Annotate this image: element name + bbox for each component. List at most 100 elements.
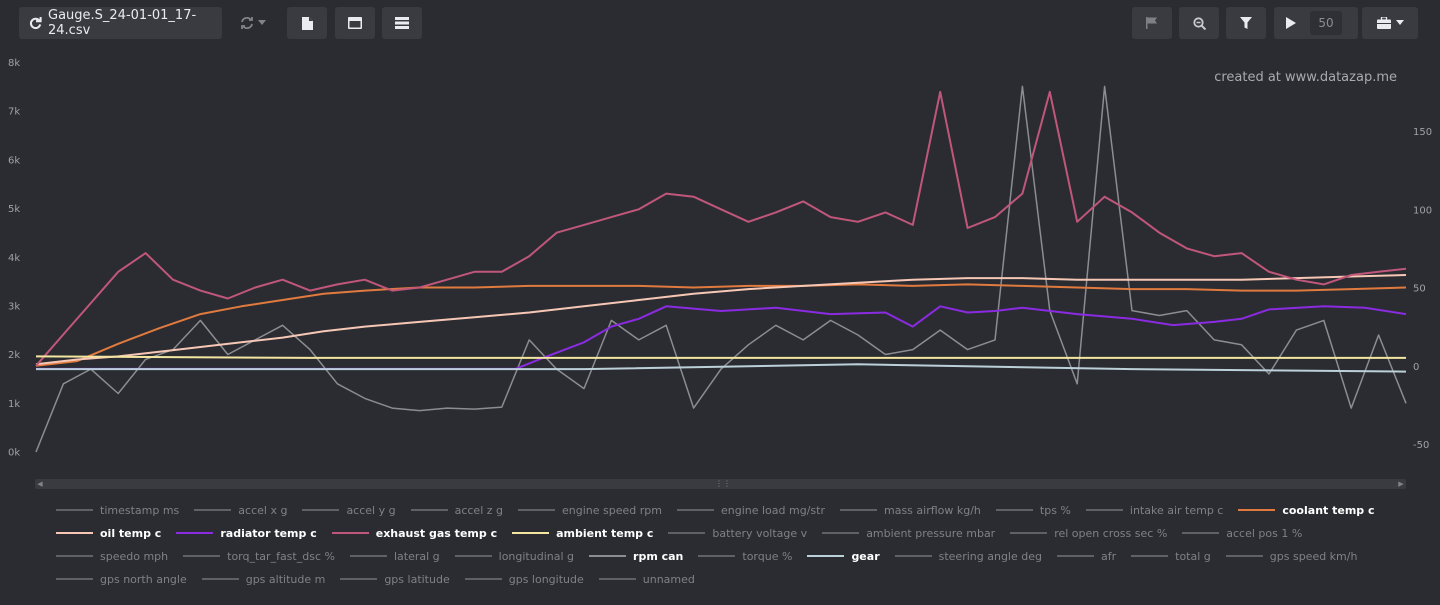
legend-item[interactable]: total g	[1131, 548, 1211, 564]
legend-item[interactable]: ambient temp c	[512, 525, 653, 541]
legend-label: exhaust gas temp c	[375, 526, 498, 540]
play-icon[interactable]	[1286, 17, 1296, 29]
series-line-ambient-temp-c[interactable]	[35, 355, 1406, 359]
right-axis-tick-label: -50	[1413, 440, 1429, 451]
legend-item[interactable]: unnamed	[598, 571, 695, 587]
sync-icon	[241, 17, 253, 29]
legend-item[interactable]: accel z g	[410, 502, 503, 518]
legend-item[interactable]: gps altitude m	[201, 571, 326, 587]
marker-button[interactable]	[1132, 7, 1172, 39]
left-axis-tick-label: 7k	[8, 107, 20, 118]
legend-item[interactable]: lateral g	[349, 548, 440, 564]
legend-item[interactable]: steering angle deg	[894, 548, 1042, 564]
legend-item[interactable]: speedo mph	[56, 548, 168, 564]
scroll-left-arrow-icon[interactable]: ◀	[37, 480, 43, 488]
legend-swatch	[56, 509, 93, 511]
legend-item[interactable]: gps north angle	[56, 571, 187, 587]
legend-label: steering angle deg	[938, 549, 1042, 563]
legend-item[interactable]: rel open cross sec %	[1010, 525, 1167, 541]
line-chart[interactable]: 8k 7k 6k 5k 4k 3k 2k 1k 0k 150 100 50 0 -50 created …	[0, 46, 1440, 482]
left-axis-tick-label: 0k	[8, 448, 20, 459]
series-line-exhaust-gas-temp-c[interactable]	[35, 90, 1407, 367]
series-layer	[35, 85, 1407, 453]
sync-dropdown-button[interactable]	[228, 7, 278, 39]
legend-swatch	[1010, 532, 1048, 534]
legend-item[interactable]: gps longitude	[464, 571, 584, 587]
chart-area[interactable]: 8k 7k 6k 5k 4k 3k 2k 1k 0k 150 100 50 0 -50 created …	[0, 46, 1440, 482]
left-axis-tick-label: 5k	[8, 204, 20, 215]
legend-item[interactable]: tps %	[995, 502, 1071, 518]
legend-label: gps longitude	[508, 572, 584, 586]
legend-item[interactable]: mass airflow kg/h	[839, 502, 981, 518]
scroll-right-arrow-icon[interactable]: ▶	[1398, 480, 1404, 488]
legend-swatch	[822, 532, 860, 534]
toolbar: Gauge.S_24-01-01_17-24.csv 50	[0, 0, 1440, 46]
legend-item[interactable]: oil temp c	[56, 525, 161, 541]
timeline-scrollbar[interactable]: ◀ ⋮⋮ ▶	[35, 479, 1406, 489]
left-axis-tick-label: 4k	[8, 253, 20, 264]
series-legend: timestamp ms accel x g accel y g accel z g e…	[56, 502, 1440, 587]
legend-label: radiator temp c	[220, 526, 317, 540]
legend-item[interactable]: ambient pressure mbar	[822, 525, 995, 541]
multi-panel-button[interactable]	[382, 7, 422, 39]
legend-label: accel pos 1 %	[1226, 526, 1303, 540]
tools-dropdown-button[interactable]	[1362, 7, 1418, 39]
legend-swatch	[512, 532, 550, 534]
legend-item[interactable]: engine speed rpm	[518, 502, 662, 518]
legend-item[interactable]: timestamp ms	[56, 502, 179, 518]
legend-label: torq_tar_fast_dsc %	[227, 549, 335, 563]
legend-item[interactable]: exhaust gas temp c	[331, 525, 498, 541]
legend-swatch	[698, 555, 736, 557]
legend-item[interactable]: engine load mg/str	[676, 502, 825, 518]
watermark: created at www.datazap.me	[1214, 70, 1397, 85]
legend-item[interactable]: torq_tar_fast_dsc %	[183, 548, 335, 564]
legend-label: battery voltage v	[712, 526, 808, 540]
legend-item[interactable]: gps latitude	[340, 571, 450, 587]
left-axis-tick-label: 3k	[8, 302, 20, 313]
legend-label: gps altitude m	[245, 572, 326, 586]
legend-item[interactable]: rpm can	[589, 548, 683, 564]
legend-label: ambient pressure mbar	[866, 526, 996, 540]
zoom-out-button[interactable]	[1179, 7, 1219, 39]
legend-item[interactable]: coolant temp c	[1238, 502, 1375, 518]
legend-label: unnamed	[642, 572, 695, 586]
right-axis-tick-label: 100	[1413, 205, 1432, 216]
stacked-rows-icon	[395, 17, 409, 29]
flag-icon	[1146, 17, 1157, 29]
series-line-gear[interactable]	[36, 363, 1407, 373]
single-panel-button[interactable]	[335, 7, 375, 39]
legend-swatch	[1225, 555, 1263, 557]
document-button[interactable]	[287, 7, 327, 39]
legend-item[interactable]: gps speed km/h	[1225, 548, 1357, 564]
legend-item[interactable]: longitudinal g	[454, 548, 575, 564]
legend-label: oil temp c	[100, 526, 162, 540]
zoom-out-icon	[1192, 16, 1206, 30]
playback-speed-input[interactable]: 50	[1310, 11, 1342, 35]
legend-label: coolant temp c	[1282, 503, 1375, 517]
scroll-grip-icon[interactable]: ⋮⋮	[715, 479, 731, 488]
legend-label: tps %	[1039, 503, 1071, 517]
series-line-coolant-temp-c[interactable]	[35, 283, 1407, 367]
series-line-oil-temp-c[interactable]	[35, 274, 1407, 366]
filter-button[interactable]	[1226, 7, 1266, 39]
legend-label: lateral g	[393, 549, 440, 563]
legend-item[interactable]: intake air temp c	[1085, 502, 1223, 518]
legend-item[interactable]: torque %	[698, 548, 792, 564]
legend-swatch	[464, 578, 502, 580]
series-line-radiator-temp-c[interactable]	[36, 305, 1407, 370]
legend-item[interactable]: radiator temp c	[176, 525, 317, 541]
legend-item[interactable]: battery voltage v	[668, 525, 807, 541]
legend-item[interactable]: afr	[1056, 548, 1116, 564]
legend-label: longitudinal g	[498, 549, 575, 563]
chevron-down-icon	[1395, 20, 1404, 25]
legend-item[interactable]: gear	[807, 548, 880, 564]
series-line-rpm-can[interactable]	[35, 85, 1407, 453]
legend-swatch	[331, 532, 369, 534]
right-axis-tick-label: 150	[1413, 127, 1432, 138]
legend-item[interactable]: accel y g	[302, 502, 396, 518]
filter-icon	[1240, 16, 1252, 29]
legend-item[interactable]: accel x g	[194, 502, 287, 518]
legend-item[interactable]: accel pos 1 %	[1182, 525, 1302, 541]
file-selector-button[interactable]: Gauge.S_24-01-01_17-24.csv	[19, 7, 222, 39]
file-name: Gauge.S_24-01-01_17-24.csv	[48, 8, 197, 38]
